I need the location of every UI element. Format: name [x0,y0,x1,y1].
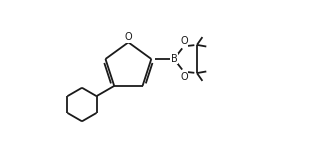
Text: B: B [171,54,177,64]
Text: O: O [125,32,132,42]
Text: O: O [180,36,188,46]
Text: O: O [180,72,188,82]
